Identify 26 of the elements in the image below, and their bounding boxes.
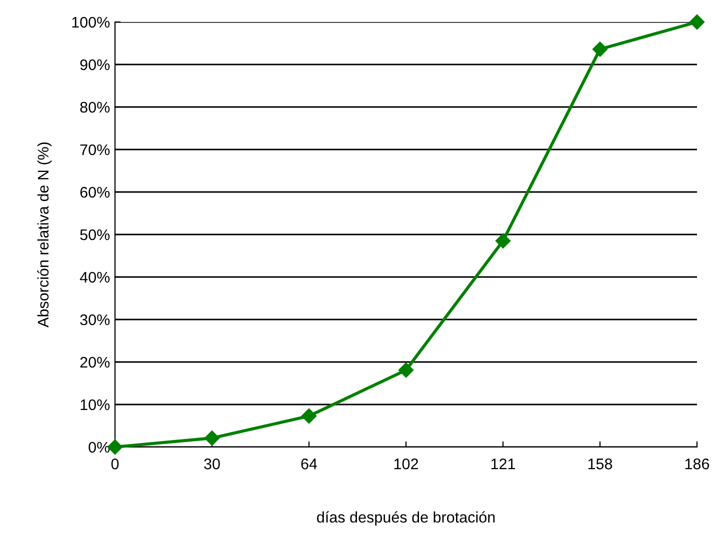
y-tick-label: 90% — [80, 59, 110, 70]
x-tick-label: 102 — [394, 458, 418, 470]
x-axis-title: días después de brotación — [317, 511, 495, 526]
y-tick-label: 80% — [80, 102, 110, 113]
y-tick-label: 50% — [80, 229, 110, 240]
y-tick-label: 20% — [80, 356, 110, 368]
y-tick-label: 40% — [80, 272, 110, 283]
point — [689, 14, 705, 30]
y-axis-title: Absorción relativa de N (%) — [37, 142, 52, 328]
point — [204, 430, 220, 446]
x-tick-label: 0 — [111, 458, 119, 470]
x-tick-label: 64 — [301, 458, 318, 470]
y-tick-label: 30% — [80, 314, 110, 326]
y-tick-label: 10% — [80, 399, 110, 410]
point — [301, 408, 317, 424]
y-tick-label: 0% — [88, 442, 110, 453]
y-tick-label: 60% — [80, 186, 110, 198]
point — [495, 233, 511, 248]
y-tick-label: 70% — [80, 144, 110, 156]
y-tick-label: 100% — [72, 16, 110, 28]
point — [592, 42, 608, 57]
x-tick-label: 30 — [204, 458, 220, 470]
point — [398, 362, 414, 378]
x-tick-label: 158 — [588, 458, 612, 470]
x-tick-label: 186 — [685, 458, 710, 470]
x-tick-label: 121 — [491, 458, 515, 470]
